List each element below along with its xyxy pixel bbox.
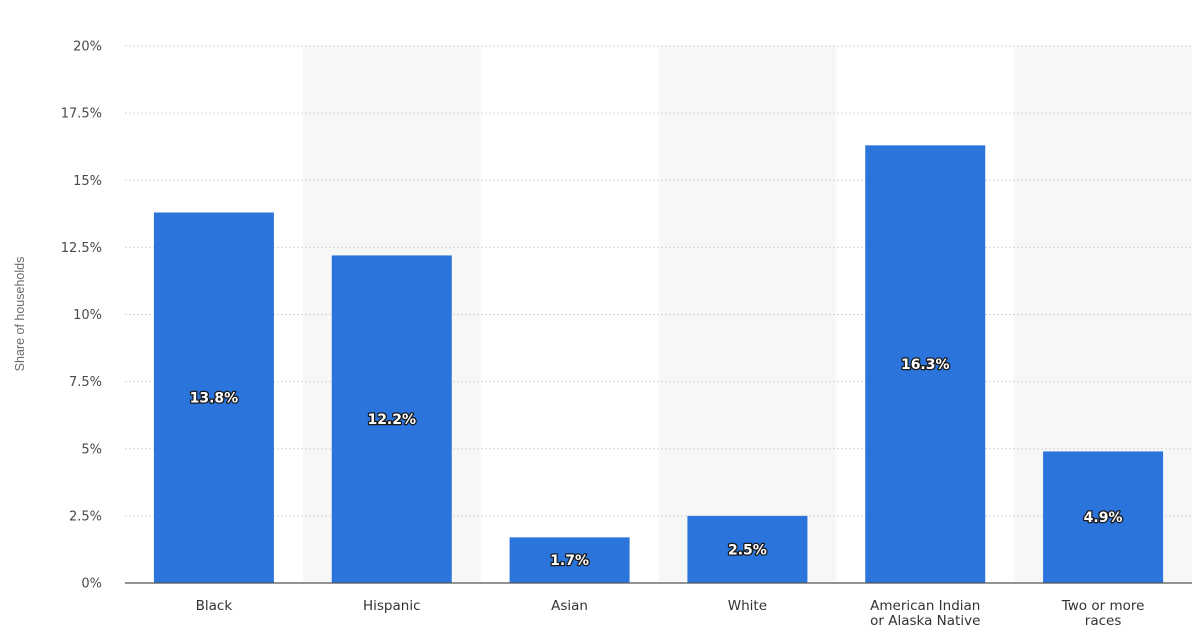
category-label: White [728,598,767,614]
category-label: Hispanic [363,598,421,614]
bar [1043,451,1164,583]
bar [509,537,630,583]
bars [153,145,1164,583]
category-labels: Black Hispanic Asian White American Indian or… [196,598,1145,629]
data-label: 16.3% [901,357,950,373]
y-tick-label: 20% [73,40,102,55]
bar [687,515,808,583]
category-label: Asian [551,598,588,614]
y-tick-label: 2.5% [69,509,102,524]
bar [865,145,986,583]
gridlines [125,45,1192,517]
data-label: 4.9% [1084,510,1123,526]
category-label: Black [196,598,233,614]
y-tick-label: 0% [81,577,102,592]
y-tick-label: 12.5% [61,241,102,256]
y-tick-labels: 0% 2.5% 5% 7.5% 10% 12.5% 15% 17.5% 20% [61,40,102,592]
y-tick-label: 17.5% [61,107,102,122]
category-label: Two or more races [1061,598,1145,629]
y-axis-title: Share of households [13,257,27,372]
data-label: 13.8% [190,391,239,407]
bar [331,255,452,583]
y-tick-label: 10% [73,308,102,323]
value-labels: 13.8% 12.2% 1.7% 2.5% 16.3% 4.9% [188,356,1123,571]
y-tick-label: 15% [73,174,102,189]
data-label: 1.7% [550,553,589,569]
category-label: American Indian or Alaska Native [870,598,980,629]
bar [153,212,274,583]
data-label: 12.2% [367,412,416,428]
y-tick-label: 5% [81,442,102,457]
data-label: 2.5% [728,542,767,558]
y-tick-label: 7.5% [69,375,102,390]
